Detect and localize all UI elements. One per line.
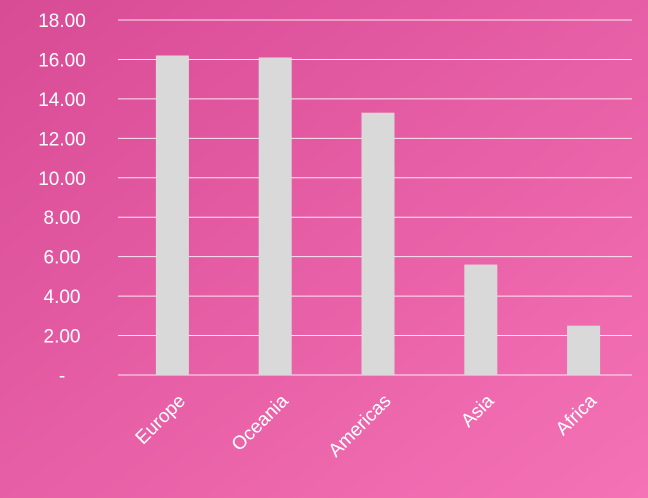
bars (155, 55, 601, 375)
y-tick-label: 2.00 (44, 327, 81, 348)
bar-africa (567, 325, 601, 375)
y-tick-label: 16.00 (38, 50, 86, 71)
bar-americas (361, 112, 395, 375)
y-tick-label: - (59, 366, 65, 387)
bar-europe (155, 55, 189, 375)
y-tick-label: 8.00 (44, 208, 81, 229)
y-axis-ticks: - 2.00 4.00 6.00 8.00 10.00 12.00 14.00 16.00 18.… (38, 11, 86, 387)
y-tick-label: 14.00 (38, 90, 86, 111)
y-tick-label: 4.00 (44, 287, 81, 308)
y-tick-label: 18.00 (38, 11, 86, 32)
bar-asia (464, 264, 498, 375)
y-tick-label: 12.00 (38, 129, 86, 150)
y-tick-label: 10.00 (38, 169, 86, 190)
y-tick-label: 6.00 (44, 248, 81, 269)
bar-oceania (258, 57, 292, 375)
